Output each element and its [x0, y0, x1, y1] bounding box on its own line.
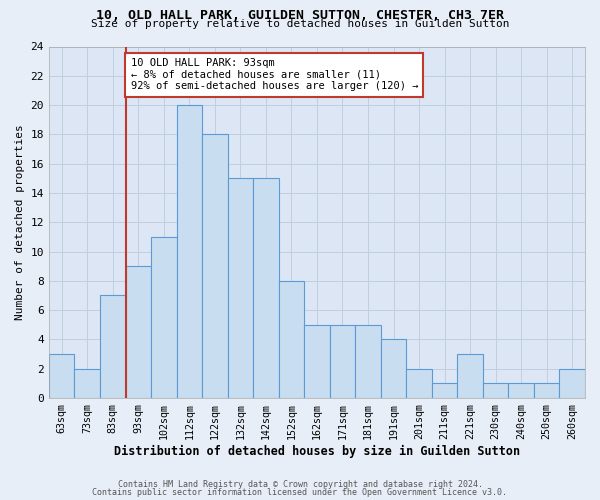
Bar — [100, 296, 125, 398]
Bar — [304, 325, 330, 398]
Text: Contains HM Land Registry data © Crown copyright and database right 2024.: Contains HM Land Registry data © Crown c… — [118, 480, 482, 489]
Bar — [534, 384, 559, 398]
Bar — [74, 368, 100, 398]
Bar — [227, 178, 253, 398]
Bar — [49, 354, 74, 398]
Text: Size of property relative to detached houses in Guilden Sutton: Size of property relative to detached ho… — [91, 19, 509, 29]
Bar — [457, 354, 483, 398]
Text: 10 OLD HALL PARK: 93sqm
← 8% of detached houses are smaller (11)
92% of semi-det: 10 OLD HALL PARK: 93sqm ← 8% of detached… — [131, 58, 418, 92]
Bar — [330, 325, 355, 398]
Bar — [176, 105, 202, 398]
Bar — [559, 368, 585, 398]
Bar — [202, 134, 227, 398]
Text: Contains public sector information licensed under the Open Government Licence v3: Contains public sector information licen… — [92, 488, 508, 497]
Y-axis label: Number of detached properties: Number of detached properties — [15, 124, 25, 320]
Bar — [406, 368, 432, 398]
Bar — [278, 281, 304, 398]
X-axis label: Distribution of detached houses by size in Guilden Sutton: Distribution of detached houses by size … — [114, 444, 520, 458]
Bar — [483, 384, 508, 398]
Bar — [432, 384, 457, 398]
Bar — [125, 266, 151, 398]
Bar — [253, 178, 278, 398]
Bar — [508, 384, 534, 398]
Bar — [355, 325, 381, 398]
Text: 10, OLD HALL PARK, GUILDEN SUTTON, CHESTER, CH3 7ER: 10, OLD HALL PARK, GUILDEN SUTTON, CHEST… — [96, 9, 504, 22]
Bar — [381, 340, 406, 398]
Bar — [151, 237, 176, 398]
